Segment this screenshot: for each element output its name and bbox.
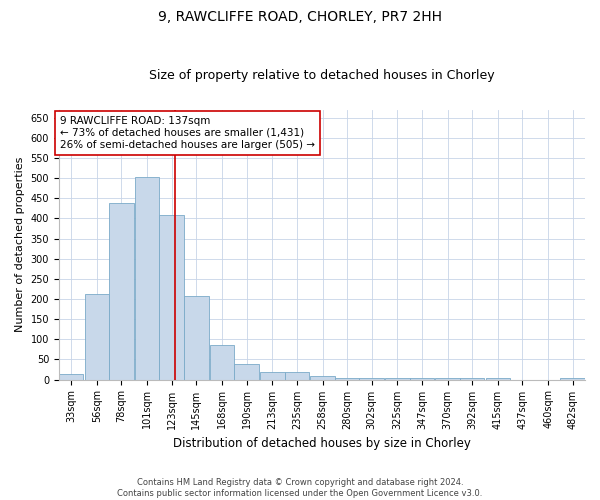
Bar (359, 378, 384, 380)
Bar (385, 378, 410, 380)
Bar (85, 294, 109, 380)
Text: 9 RAWCLIFFE ROAD: 137sqm
← 73% of detached houses are smaller (1,431)
26% of sem: 9 RAWCLIFFE ROAD: 137sqm ← 73% of detach… (60, 116, 315, 150)
Bar (460, 378, 484, 380)
Bar (410, 378, 434, 380)
Bar (59, 374, 83, 380)
Bar (560, 378, 585, 380)
Text: Contains HM Land Registry data © Crown copyright and database right 2024.
Contai: Contains HM Land Registry data © Crown c… (118, 478, 482, 498)
Bar (135, 178, 160, 380)
Bar (335, 378, 359, 380)
Bar (209, 346, 234, 380)
Bar (109, 204, 134, 380)
Bar (485, 378, 510, 380)
Bar (160, 215, 184, 380)
Bar (234, 364, 259, 380)
Y-axis label: Number of detached properties: Number of detached properties (15, 157, 25, 332)
Bar (436, 378, 460, 380)
Text: 9, RAWCLIFFE ROAD, CHORLEY, PR7 2HH: 9, RAWCLIFFE ROAD, CHORLEY, PR7 2HH (158, 10, 442, 24)
Bar (284, 372, 309, 380)
X-axis label: Distribution of detached houses by size in Chorley: Distribution of detached houses by size … (173, 437, 471, 450)
Bar (310, 376, 335, 380)
Bar (260, 372, 284, 380)
Bar (184, 296, 209, 380)
Title: Size of property relative to detached houses in Chorley: Size of property relative to detached ho… (149, 69, 495, 82)
